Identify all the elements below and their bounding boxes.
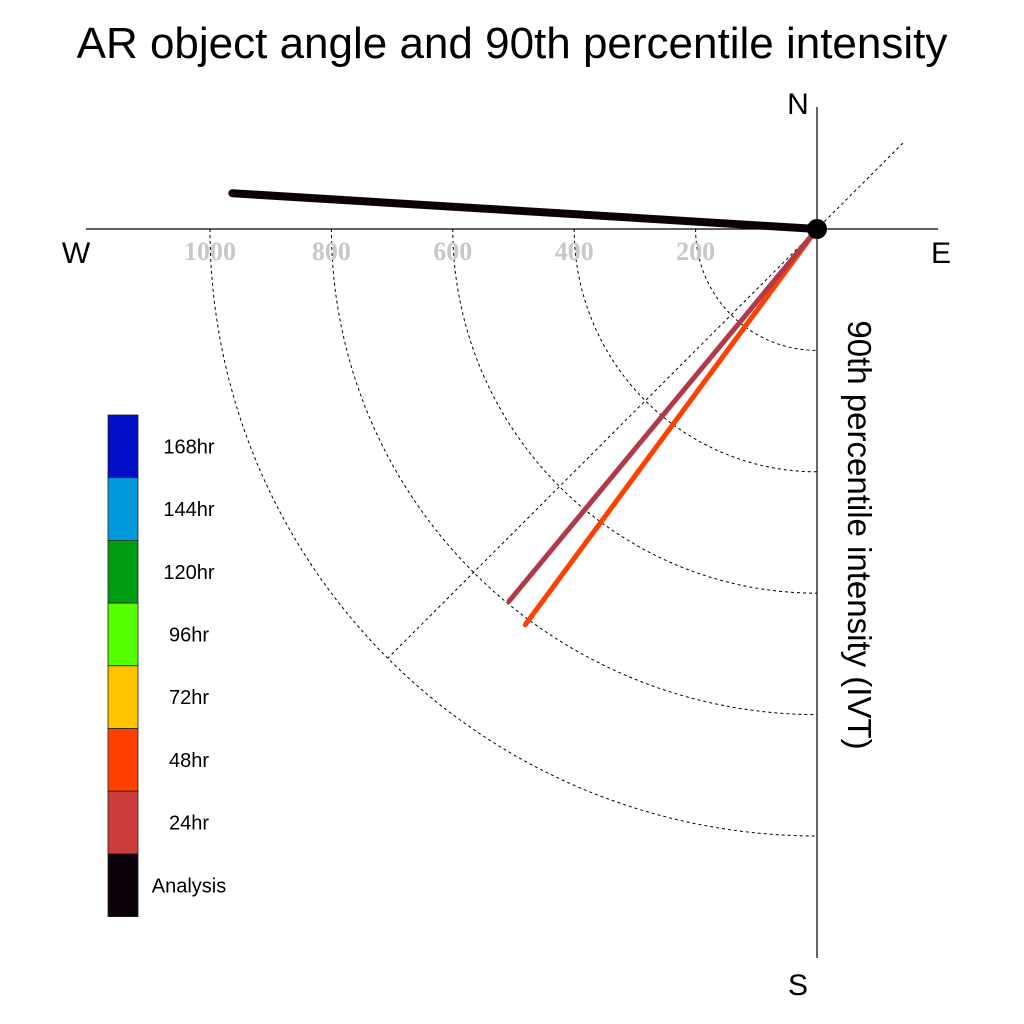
legend-swatch-24hr [107, 790, 139, 855]
legend-label-168hr: 168hr [163, 436, 214, 458]
tick-label-600: 600 [433, 237, 472, 266]
legend-swatch-96hr [107, 602, 139, 667]
legend-label-120hr: 120hr [163, 562, 214, 584]
legend-label-24hr: 24hr [169, 813, 209, 835]
series-line-analysis [228, 189, 821, 233]
grid-ring-200 [695, 228, 818, 351]
legend-swatch-72hr [107, 665, 139, 729]
tick-label-800: 800 [312, 237, 351, 266]
legend-swatch-analysis [107, 853, 139, 918]
legend-swatch-168hr [107, 414, 139, 479]
legend-label-analysis: Analysis [152, 875, 226, 897]
compass-east: E [931, 237, 951, 270]
series-line-24hr [506, 226, 820, 604]
legend-swatch-144hr [107, 477, 139, 541]
series-lines [228, 189, 827, 628]
radial-tick-labels: 200 400 600 800 1000 [184, 237, 715, 266]
chart-title: AR object angle and 90th percentile inte… [77, 19, 948, 68]
compass-north: N [787, 88, 809, 121]
series-line-48hr [522, 226, 820, 628]
grid-ring-600 [452, 228, 818, 594]
radial-axis-label: 90th percentile intensity (IVT) [841, 320, 878, 749]
tick-label-200: 200 [676, 237, 715, 266]
legend: 168hr 144hr 120hr 96hr 72hr 48hr 24hr Analysis [107, 414, 226, 918]
legend-swatch-48hr [107, 728, 139, 792]
tick-label-1000: 1000 [184, 237, 236, 266]
center-marker [807, 219, 827, 239]
compass-south: S [788, 969, 808, 1002]
grid-ring-400 [573, 228, 818, 473]
legend-label-48hr: 48hr [169, 750, 209, 772]
legend-swatch-120hr [107, 540, 139, 604]
compass-west: W [62, 237, 91, 270]
legend-label-144hr: 144hr [163, 499, 214, 521]
legend-label-96hr: 96hr [169, 624, 209, 646]
tick-label-400: 400 [555, 237, 594, 266]
grid-ring-800 [330, 228, 818, 716]
legend-label-72hr: 72hr [169, 687, 209, 709]
